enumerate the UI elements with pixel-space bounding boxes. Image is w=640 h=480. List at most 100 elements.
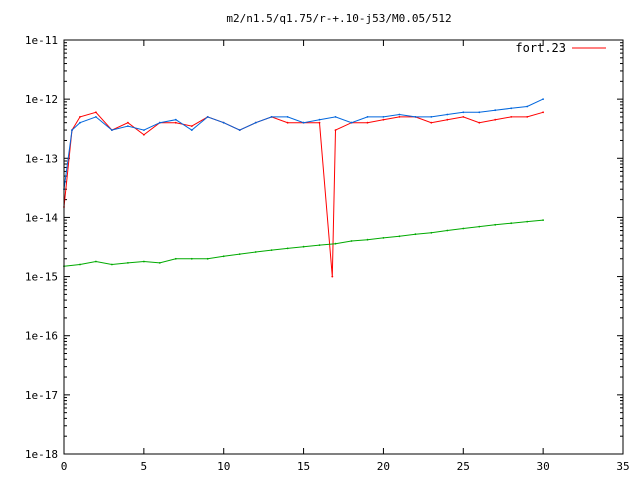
series-1-point [79, 116, 81, 118]
series-3-point [222, 255, 225, 258]
x-tick-label: 10 [217, 460, 230, 473]
series-2-point [510, 107, 513, 110]
series-2-point [270, 116, 273, 118]
series-2-point [430, 116, 433, 118]
series-2-point [95, 116, 97, 118]
series-1-point [446, 118, 449, 121]
series-2-point [71, 129, 73, 132]
x-tick-label: 30 [537, 460, 550, 473]
series-3-point [111, 263, 113, 266]
series-2-point [238, 129, 241, 132]
series-3-point [95, 260, 97, 263]
series-2-point [222, 121, 225, 124]
x-tick-label: 0 [61, 460, 68, 473]
series-1-point [510, 116, 513, 118]
series-3-point [478, 225, 481, 228]
legend-label-fort23: fort.23 [515, 41, 566, 55]
series-2-point [158, 121, 161, 124]
series-2-point [286, 116, 289, 118]
series-3-point [174, 257, 177, 260]
x-tick-label: 25 [457, 460, 470, 473]
series-1-point [95, 111, 97, 114]
series-3-point [350, 240, 353, 242]
series-3-point [494, 223, 497, 226]
series-3-point [382, 237, 385, 239]
series-3-point [143, 260, 145, 263]
series-3-point [238, 253, 241, 256]
series-3-point [366, 238, 369, 241]
series-2-point [334, 116, 337, 118]
series-2-point [366, 116, 369, 118]
series-3-point [254, 251, 257, 253]
series-1-point [430, 121, 433, 124]
series-2-point [526, 105, 529, 108]
y-tick-label: 1e-12 [25, 93, 58, 106]
series-3-point [286, 247, 289, 250]
series-2-point [254, 121, 257, 124]
series-3-point [446, 229, 449, 232]
series-1-point [542, 111, 544, 114]
series-3-point [510, 222, 513, 225]
series-3-point [158, 262, 161, 264]
plot-frame [63, 39, 624, 455]
series-3-point [414, 233, 417, 236]
x-tick-label: 5 [141, 460, 148, 473]
x-tick-label: 15 [297, 460, 310, 473]
series-2-point [79, 121, 81, 124]
series-3-point [462, 227, 465, 230]
series-2-point [190, 129, 193, 132]
series-3-point [430, 231, 433, 234]
series-1-point [494, 118, 497, 121]
y-tick-label: 1e-16 [25, 330, 58, 343]
y-tick-label: 1e-15 [25, 271, 58, 284]
series-3-point [270, 249, 273, 252]
series-2-point [462, 111, 465, 114]
series-2-point [398, 113, 401, 116]
series-2-point [350, 121, 353, 124]
series-3-point [302, 245, 305, 248]
series-2-point [302, 121, 305, 124]
series-3-point [206, 257, 209, 260]
series-1-point [526, 116, 529, 118]
series-1-point [478, 121, 481, 124]
series-2-point [478, 111, 481, 114]
series-3-point [79, 263, 81, 266]
series-1-point [286, 121, 289, 124]
series-1-point [366, 121, 369, 124]
series-1-point [190, 125, 193, 127]
y-tick-label: 1e-17 [25, 389, 58, 402]
y-tick-label: 1e-11 [25, 34, 58, 47]
series-2-point [542, 98, 544, 100]
series-1-point [398, 116, 401, 118]
series-2-point [111, 129, 113, 132]
series-2-point [318, 118, 321, 121]
series-line-2 [63, 98, 544, 190]
legend: fort.23 [515, 41, 606, 55]
series-2-point [143, 129, 145, 132]
series-2-point [174, 118, 177, 121]
series-3-point [318, 244, 321, 247]
series-2-point [446, 113, 449, 116]
series-1-point [318, 121, 321, 124]
series-3-point [526, 220, 529, 223]
x-tick-label: 35 [616, 460, 629, 473]
y-tick-label: 1e-14 [25, 211, 58, 224]
series-3-point [398, 235, 401, 238]
series-1-point [462, 116, 465, 118]
y-tick-label: 1e-13 [25, 152, 58, 165]
series-1-point [143, 133, 145, 136]
chart-title: m2/n1.5/q1.75/r-+.10-j53/M0.05/512 [226, 12, 451, 25]
y-tick-label: 1e-18 [25, 448, 58, 461]
series-1-point [334, 129, 337, 132]
series-3-point [127, 262, 129, 264]
series-1-point [174, 121, 177, 124]
series-3-point [190, 257, 193, 260]
series-2-point [382, 116, 385, 118]
series-2-point [127, 125, 129, 127]
series-1-point [382, 118, 385, 121]
x-tick-label: 20 [377, 460, 390, 473]
series-3-point [334, 242, 337, 245]
series-1-point [127, 121, 129, 124]
